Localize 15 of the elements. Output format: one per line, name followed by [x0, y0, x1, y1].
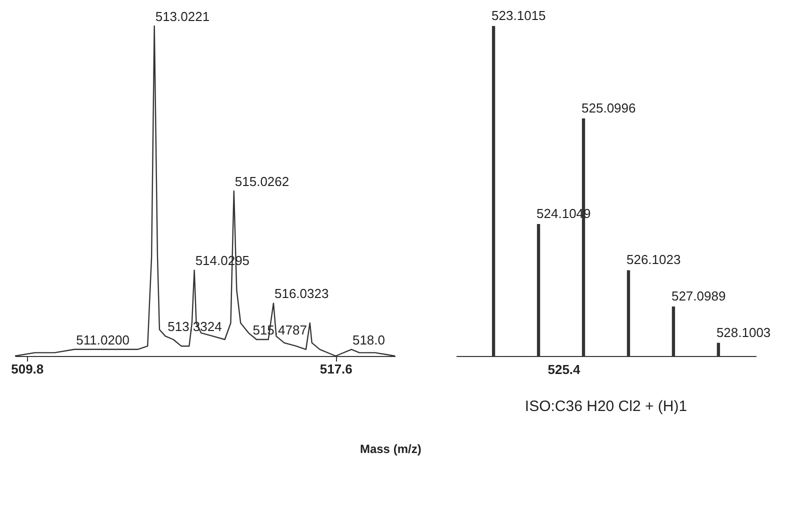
- annotation: 526.1023: [626, 252, 681, 268]
- annotation: 518.0: [352, 332, 386, 348]
- text: 525.4: [548, 362, 582, 377]
- x-axis-title: Mass (m/z): [360, 442, 422, 456]
- x-tick-label: 509.8: [11, 362, 44, 376]
- annotation: 527.0989: [671, 288, 726, 304]
- annotation: 525.0996: [582, 100, 636, 116]
- annotation: 515.0262: [234, 174, 290, 189]
- annotation: 528.1003: [716, 324, 771, 340]
- annotation: 513.0221: [155, 9, 210, 24]
- text: ISO:C36 H20 Cl2 + (H)1: [524, 398, 688, 415]
- text: 523.1015: [492, 8, 546, 23]
- annotation: 516.0323: [274, 286, 329, 302]
- x-tick-label: 517.6: [320, 362, 352, 376]
- annotation: 511.0200: [76, 332, 130, 348]
